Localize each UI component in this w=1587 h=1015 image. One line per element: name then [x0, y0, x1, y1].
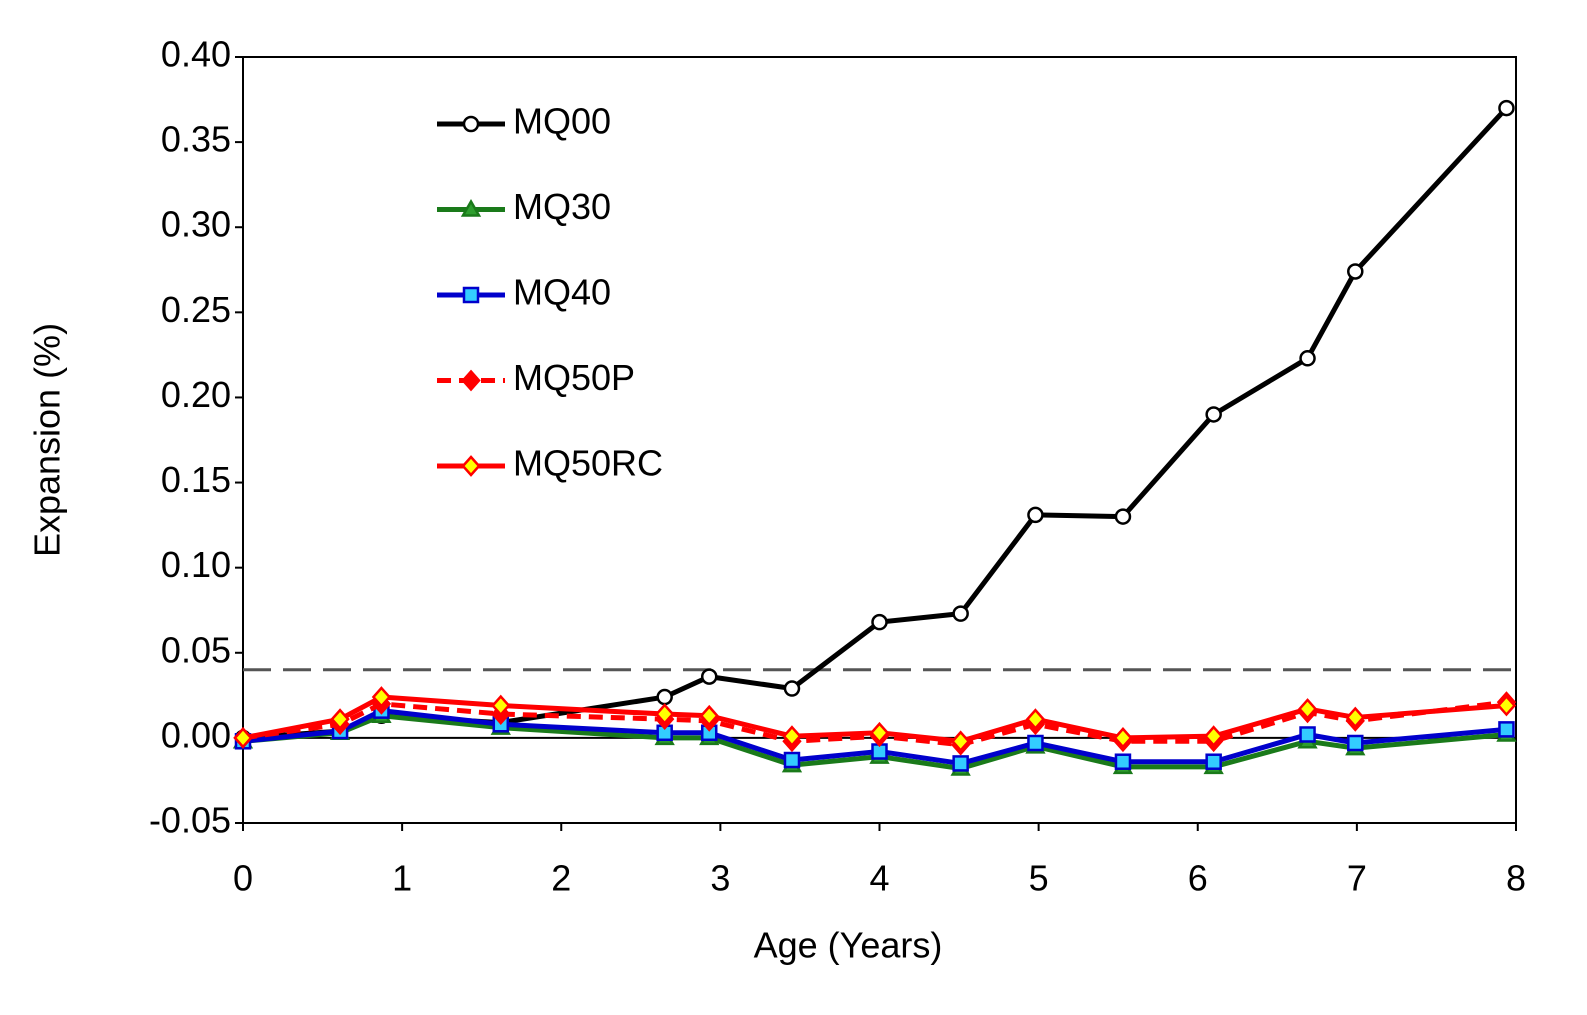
data-point [1027, 734, 1044, 752]
x-tick-label: 4 [869, 858, 889, 899]
x-tick-label: 2 [551, 858, 571, 899]
data-point [1498, 721, 1515, 738]
y-tick-label: -0.05 [149, 800, 231, 841]
data-point [1027, 506, 1044, 524]
data-point [1205, 753, 1222, 770]
legend-marker [461, 455, 481, 477]
y-tick-label: 0.20 [161, 374, 231, 415]
y-tick-label: 0.10 [161, 544, 231, 585]
data-point [656, 688, 673, 706]
data-point [491, 694, 511, 717]
legend-marker [462, 286, 480, 304]
x-tick-label: 3 [710, 858, 730, 899]
y-tick-label: 0.05 [161, 629, 231, 670]
data-point [1297, 698, 1318, 720]
data-point [1113, 727, 1133, 749]
data-point [783, 751, 801, 769]
y-tick-label: 0.40 [161, 34, 231, 75]
data-point [952, 605, 969, 622]
data-point [782, 725, 802, 748]
legend-label: MQ50RC [513, 443, 663, 484]
legend-marker [462, 115, 480, 133]
plot-area [242, 56, 1517, 824]
data-point [952, 755, 969, 772]
y-tick-label: 0.00 [161, 714, 231, 755]
data-point [1347, 263, 1364, 280]
data-point [1203, 725, 1224, 748]
data-point [1299, 350, 1316, 367]
y-tick-label: 0.35 [161, 119, 231, 160]
x-tick-label: 8 [1506, 858, 1526, 899]
x-tick-label: 1 [392, 858, 412, 899]
legend-label: MQ50P [513, 357, 635, 398]
legend-label: MQ40 [513, 272, 611, 313]
data-point [783, 680, 801, 697]
data-point [1114, 753, 1132, 770]
x-tick-label: 6 [1188, 858, 1208, 899]
data-point [1498, 99, 1515, 117]
data-point [1205, 406, 1222, 423]
legend-label: MQ30 [513, 186, 611, 227]
legend-marker [461, 369, 481, 392]
x-tick-label: 7 [1347, 858, 1367, 899]
data-point [1114, 508, 1132, 525]
data-point [371, 686, 392, 708]
data-point [1347, 734, 1364, 752]
x-tick-label: 0 [233, 858, 253, 899]
legend-marker [460, 198, 482, 217]
data-point [330, 708, 350, 731]
data-point [1345, 706, 1365, 729]
data-point [1025, 708, 1046, 731]
x-axis-title: Age (Years) [754, 925, 943, 966]
x-tick-label: 5 [1029, 858, 1049, 899]
legend-label: MQ00 [513, 101, 611, 142]
data-point [233, 727, 253, 749]
data-point [869, 721, 890, 744]
data-point [1299, 726, 1316, 743]
data-point [699, 704, 719, 727]
y-tick-label: 0.30 [161, 204, 231, 245]
data-point [950, 730, 971, 753]
data-point [1496, 694, 1517, 717]
y-tick-label: 0.25 [161, 289, 231, 330]
y-axis-title: Expansion (%) [27, 323, 68, 557]
data-point [871, 613, 888, 631]
data-point [700, 668, 718, 685]
data-point [655, 703, 675, 725]
y-tick-label: 0.15 [161, 459, 231, 500]
